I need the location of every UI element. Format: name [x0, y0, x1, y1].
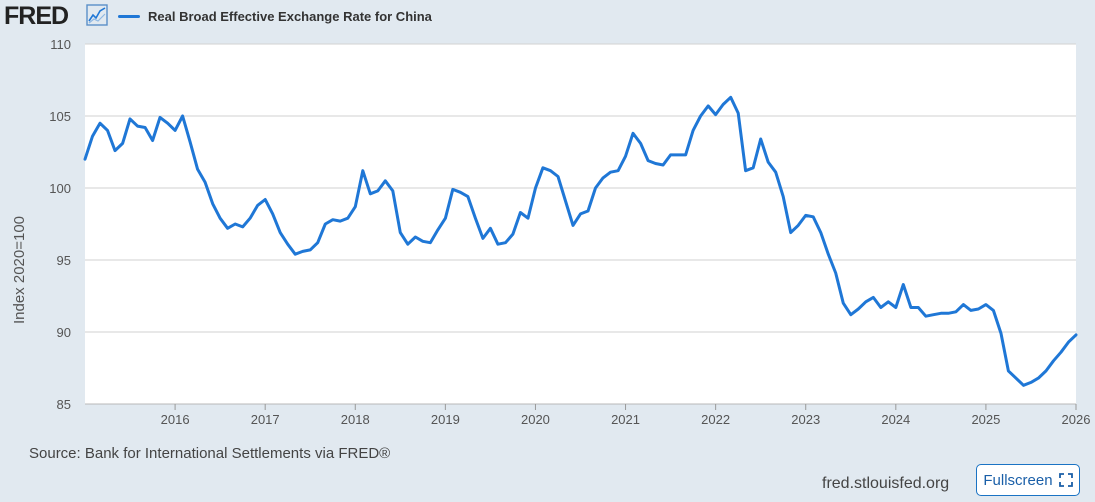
x-tick-label: 2017: [251, 412, 280, 427]
plot-area: [85, 44, 1076, 404]
x-tick-label: 2025: [971, 412, 1000, 427]
y-tick-label: 100: [49, 181, 71, 196]
y-tick-label: 90: [57, 325, 71, 340]
line-chart-icon: [86, 4, 108, 26]
y-axis-label: Index 2020=100: [11, 216, 28, 324]
x-tick-label: 2022: [701, 412, 730, 427]
y-tick-label: 85: [57, 397, 71, 412]
y-tick-label: 105: [49, 109, 71, 124]
x-tick-label: 2026: [1062, 412, 1091, 427]
x-tick-label: 2024: [881, 412, 910, 427]
legend-label: Real Broad Effective Exchange Rate for C…: [148, 8, 432, 24]
y-tick-label: 110: [50, 37, 71, 52]
series-line[interactable]: [83, 95, 1078, 387]
fullscreen-label: Fullscreen: [983, 471, 1053, 489]
x-tick-label: 2018: [341, 412, 370, 427]
x-tick-label: 2021: [611, 412, 640, 427]
expand-icon: [1058, 473, 1073, 487]
site-link[interactable]: fred.stlouisfed.org: [822, 475, 950, 492]
x-tick-label: 2019: [431, 412, 460, 427]
x-tick-label: 2023: [791, 412, 820, 427]
chart-header: FRED Real Broad Effective Exchange Rate …: [0, 0, 1095, 34]
legend-swatch: [118, 14, 140, 18]
fred-logo[interactable]: FRED: [4, 2, 69, 30]
x-tick-label: 2020: [521, 412, 550, 427]
fullscreen-button[interactable]: Fullscreen: [976, 464, 1080, 496]
line-chart: 85 90 95 100 105 110 2016 2017 2018 2019 2020 2021 2…: [11, 37, 1091, 427]
chart-legend: Real Broad Effective Exchange Rate for C…: [118, 6, 432, 26]
y-tick-label: 95: [57, 253, 71, 268]
source-note: Source: Bank for International Settlemen…: [29, 445, 391, 462]
x-tick-label: 2016: [161, 412, 190, 427]
